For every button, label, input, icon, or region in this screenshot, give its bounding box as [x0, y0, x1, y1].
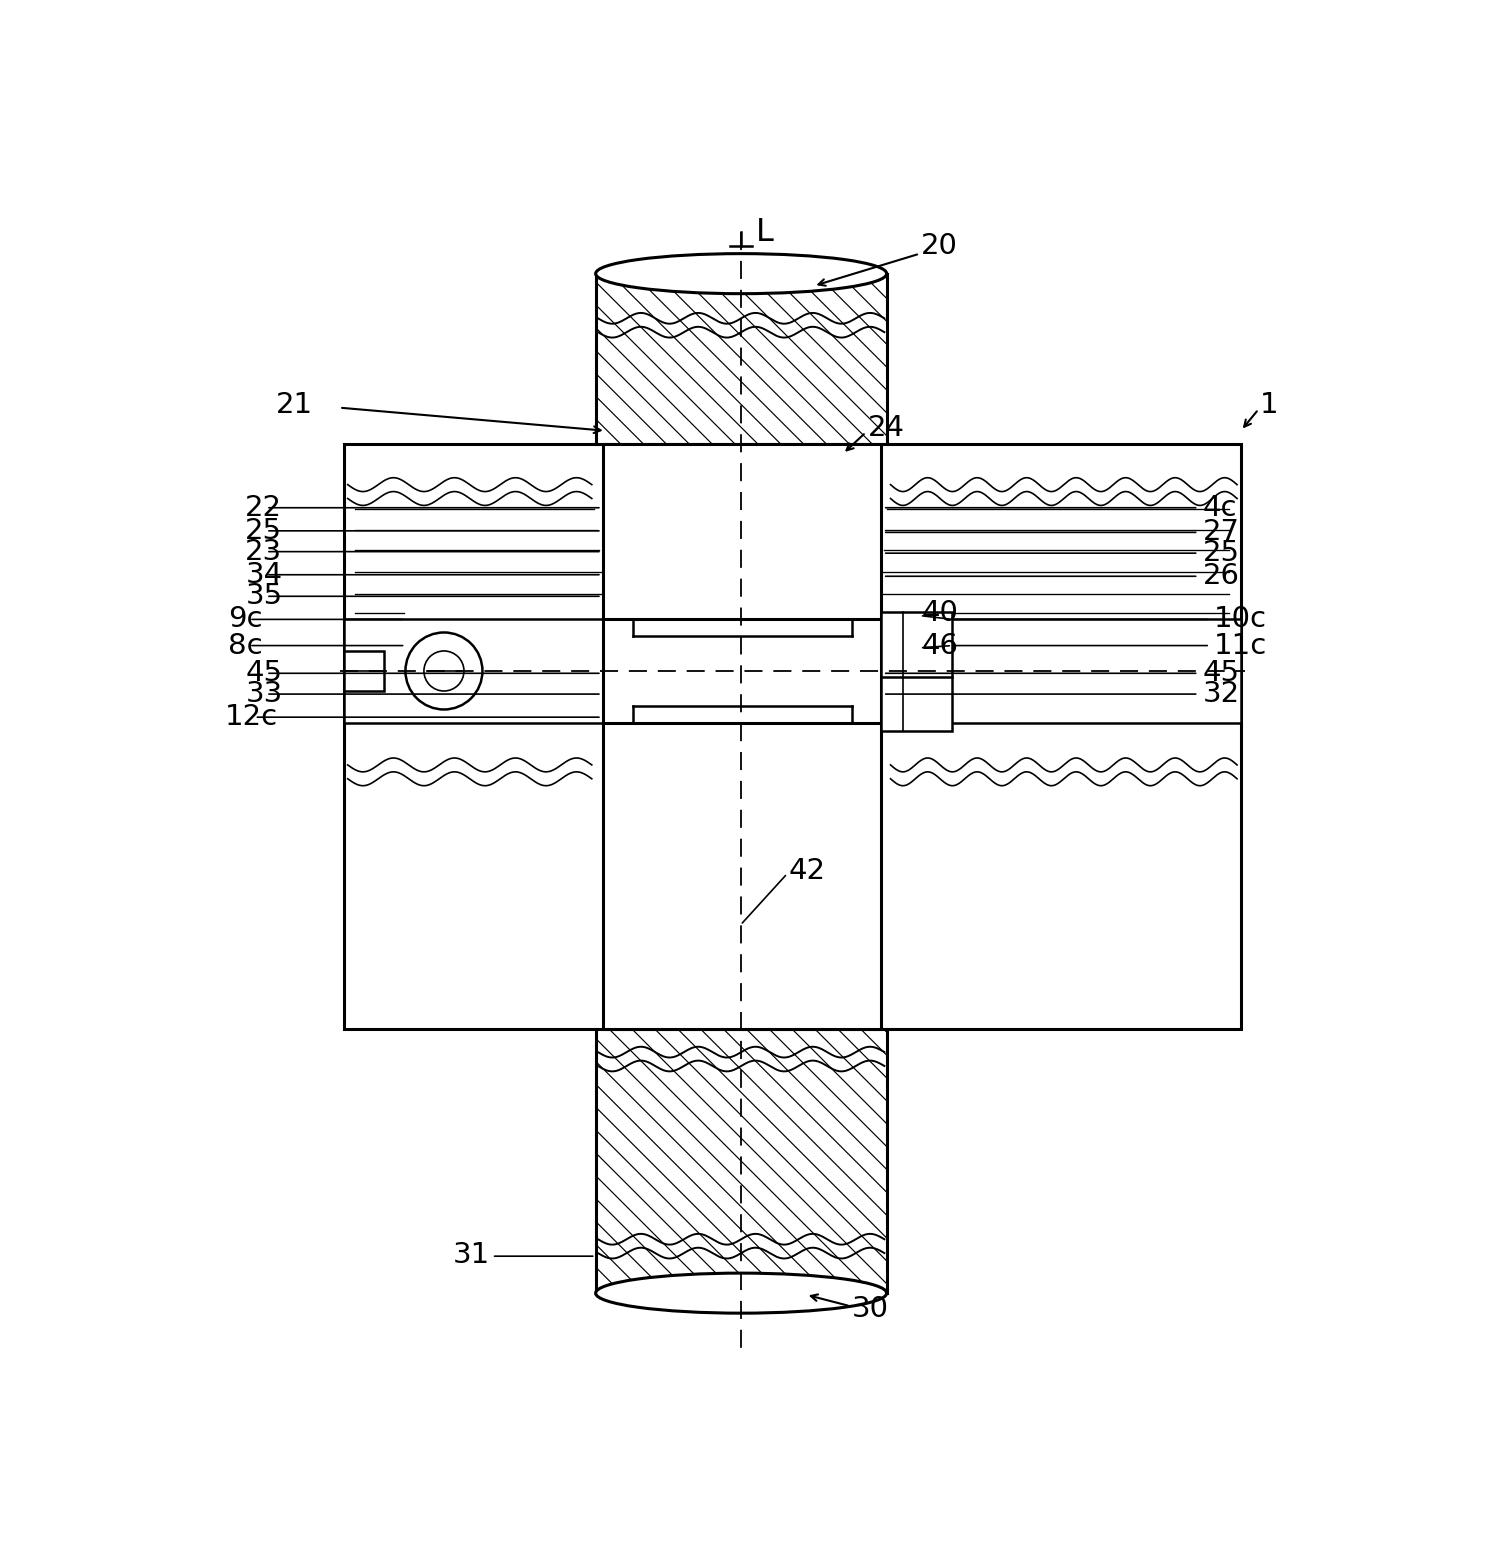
- Text: 9c: 9c: [228, 606, 264, 634]
- Text: 31: 31: [453, 1241, 490, 1269]
- Text: 21: 21: [275, 392, 313, 420]
- Text: 23: 23: [246, 538, 283, 565]
- Text: 35: 35: [246, 582, 283, 610]
- Text: 24: 24: [868, 415, 904, 443]
- Text: 4c: 4c: [1203, 494, 1237, 522]
- Text: 42: 42: [789, 857, 826, 884]
- Text: 45: 45: [246, 660, 283, 688]
- Text: 12c: 12c: [225, 703, 277, 731]
- Text: 45: 45: [1203, 660, 1239, 688]
- Text: 25: 25: [1203, 539, 1239, 567]
- Text: 27: 27: [1203, 519, 1239, 547]
- Bar: [603, 723, 881, 1029]
- Text: 40: 40: [922, 599, 959, 627]
- Text: 11c: 11c: [1214, 632, 1267, 660]
- Bar: [881, 620, 1240, 723]
- Text: 26: 26: [1203, 562, 1239, 590]
- Text: 34: 34: [246, 561, 283, 589]
- Text: 8c: 8c: [228, 632, 264, 660]
- Text: 25: 25: [246, 517, 283, 545]
- Bar: [344, 445, 1240, 1029]
- Text: 20: 20: [922, 232, 959, 260]
- Bar: [344, 651, 384, 691]
- Ellipse shape: [596, 1273, 886, 1314]
- Text: 32: 32: [1203, 680, 1239, 708]
- Text: 22: 22: [246, 494, 283, 522]
- Text: 30: 30: [852, 1295, 889, 1323]
- Text: L: L: [756, 217, 774, 248]
- Bar: [881, 612, 951, 731]
- Text: 46: 46: [922, 632, 959, 660]
- Text: 10c: 10c: [1214, 606, 1267, 634]
- Bar: [603, 445, 881, 620]
- Ellipse shape: [596, 254, 886, 294]
- Text: 33: 33: [246, 680, 283, 708]
- Text: 1: 1: [1260, 392, 1279, 420]
- Bar: [344, 620, 603, 723]
